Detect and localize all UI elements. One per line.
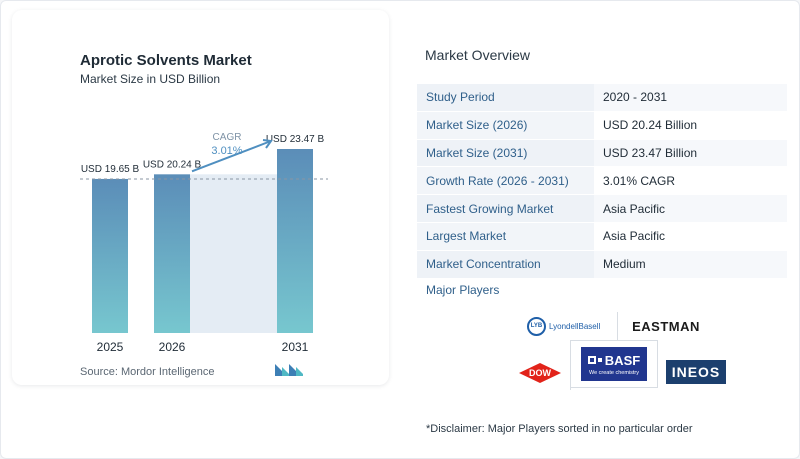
basf-wordmark: BASF bbox=[604, 352, 641, 368]
basf-dot-icon bbox=[597, 358, 602, 362]
dow-wordmark: DOW bbox=[529, 368, 551, 378]
major-players-title: Major Players bbox=[426, 283, 500, 297]
data-label: USD 20.24 B bbox=[143, 159, 202, 170]
lyondellbasell-logo: LYB LyondellBasell bbox=[527, 312, 618, 340]
bar bbox=[277, 149, 313, 333]
row-value: Medium bbox=[594, 250, 787, 279]
table-row: Growth Rate (2026 - 2031) 3.01% CAGR bbox=[417, 166, 787, 196]
growth-band bbox=[190, 174, 277, 333]
table-row: Market Size (2031) USD 23.47 Billion bbox=[417, 139, 787, 168]
row-key: Largest Market bbox=[417, 222, 594, 251]
mordor-intelligence-logo-icon bbox=[275, 364, 303, 376]
chart-subtitle: Market Size in USD Billion bbox=[80, 72, 221, 86]
table-row: Market Size (2026) USD 20.24 Billion bbox=[417, 111, 787, 140]
basf-logo: BASF We create chemistry bbox=[570, 340, 658, 388]
chart-title: Aprotic Solvents Market bbox=[80, 52, 252, 69]
data-label: USD 19.65 B bbox=[81, 164, 140, 175]
disclaimer-note: *Disclaimer: Major Players sorted in no … bbox=[426, 423, 693, 435]
basf-badge: BASF We create chemistry bbox=[581, 347, 647, 381]
ineos-wordmark: INEOS bbox=[671, 364, 721, 380]
cagr-value: 3.01% bbox=[211, 145, 242, 157]
cagr-label: CAGR bbox=[213, 132, 242, 143]
dow-diamond-icon bbox=[519, 363, 561, 383]
lyb-circle-icon: LYB bbox=[527, 316, 546, 336]
row-key: Growth Rate (2026 - 2031) bbox=[417, 166, 594, 196]
row-value: USD 20.24 Billion bbox=[594, 111, 787, 140]
row-value: Asia Pacific bbox=[594, 222, 787, 251]
eastman-logo: EASTMAN bbox=[620, 312, 712, 340]
dow-logo: DOW bbox=[510, 356, 571, 390]
market-overview-title: Market Overview bbox=[425, 47, 531, 63]
lyb-mark: LYB bbox=[530, 323, 543, 329]
row-value: Asia Pacific bbox=[594, 194, 787, 223]
x-tick-label: 2026 bbox=[159, 340, 186, 354]
table-row: Largest Market Asia Pacific bbox=[417, 222, 787, 251]
source-note: Source: Mordor Intelligence bbox=[80, 366, 215, 378]
basf-square-icon bbox=[587, 356, 596, 364]
row-value: 2020 - 2031 bbox=[594, 84, 787, 112]
table-row: Market Concentration Medium bbox=[417, 250, 787, 279]
row-key: Market Size (2031) bbox=[417, 139, 594, 168]
basf-tagline: We create chemistry bbox=[588, 369, 640, 376]
bar bbox=[92, 178, 128, 333]
row-key: Market Concentration bbox=[417, 250, 594, 279]
row-value: USD 23.47 Billion bbox=[594, 139, 787, 168]
x-tick-label: 2031 bbox=[282, 340, 309, 354]
eastman-wordmark: EASTMAN bbox=[632, 318, 700, 334]
bar bbox=[154, 174, 190, 333]
lyondellbasell-name: LyondellBasell bbox=[549, 321, 601, 331]
table-row: Study Period 2020 - 2031 bbox=[417, 84, 787, 112]
cagr-arrow-line bbox=[191, 140, 272, 173]
row-key: Study Period bbox=[417, 84, 594, 112]
data-label: USD 23.47 B bbox=[266, 134, 325, 145]
row-key: Fastest Growing Market bbox=[417, 194, 594, 223]
x-tick-label: 2025 bbox=[97, 340, 124, 354]
table-row: Fastest Growing Market Asia Pacific bbox=[417, 194, 787, 223]
cagr-arrow-head-icon bbox=[262, 139, 273, 149]
bar-chart: USD 19.65 B USD 20.24 B USD 23.47 B 2025 202… bbox=[80, 132, 328, 354]
market-overview-table: Study Period 2020 - 2031 Market Size (202… bbox=[417, 84, 787, 279]
ineos-logo: INEOS bbox=[666, 360, 726, 384]
row-value: 3.01% CAGR bbox=[594, 166, 787, 196]
row-key: Market Size (2026) bbox=[417, 111, 594, 140]
